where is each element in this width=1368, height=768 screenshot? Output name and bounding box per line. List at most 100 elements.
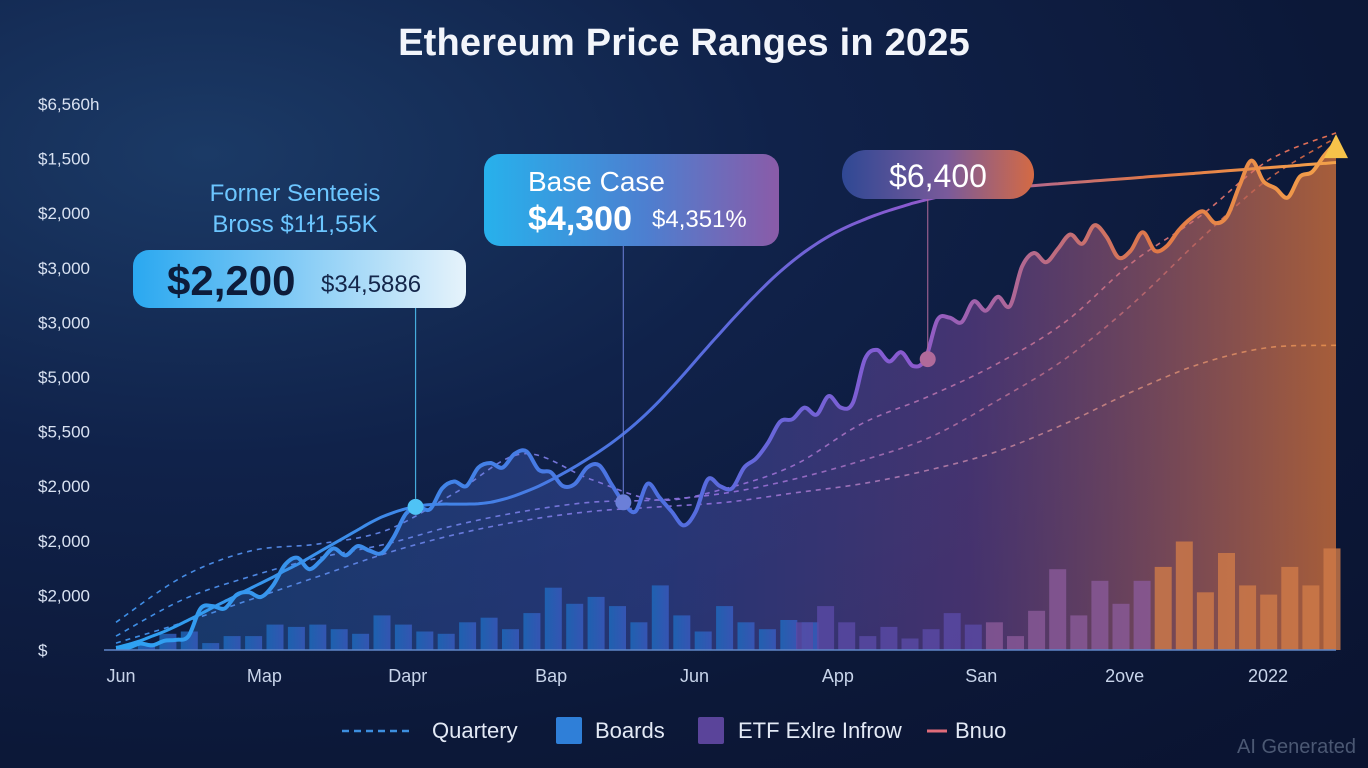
boards-bar (737, 622, 755, 650)
x-tick-label: 2ove (1105, 666, 1144, 686)
boards-bar (459, 622, 477, 650)
boards-bar (202, 643, 220, 650)
callout-left-marker (407, 498, 424, 515)
etf-inflow-bar (1239, 585, 1257, 650)
etf-inflow-bar (838, 622, 856, 650)
boards-bar (780, 620, 798, 650)
callout-left-price: $2,200 (167, 257, 296, 304)
boards-bar (245, 636, 263, 650)
boards-bar (651, 585, 669, 650)
legend-label-boards: Boards (595, 718, 665, 743)
purple-square-icon (698, 717, 724, 744)
boards-bar (309, 624, 327, 650)
x-tick-label: Jun (106, 666, 135, 686)
callout-base-case: Base Case $4,300 $4,351% (484, 154, 779, 246)
y-tick-label: $3,000 (38, 259, 90, 278)
y-tick-label: $2,000 (38, 204, 90, 223)
etf-inflow-bar (1007, 636, 1024, 650)
left-note: Forner Senteeis Bross $1ɫ1,55K (175, 178, 415, 240)
etf-inflow-bar (1028, 610, 1046, 650)
etf-inflow-bar (1133, 580, 1151, 651)
legend-item-bnuo: Bnuo (925, 714, 1006, 748)
boards-bar (352, 633, 370, 650)
x-tick-label: Bap (535, 666, 567, 686)
legend-item-etf: ETF Exlre Infrow (697, 714, 902, 748)
callout-right-marker (919, 351, 936, 368)
y-tick-label: $ (38, 641, 48, 660)
x-tick-label: Dapr (388, 666, 427, 686)
callout-left-sub: $34,5886 (321, 271, 422, 298)
legend-item-quartery: Quartery (340, 714, 518, 748)
boards-bar (544, 587, 562, 650)
etf-inflow-bar (1112, 603, 1130, 650)
boards-bar (587, 596, 605, 650)
etf-inflow-bar (1070, 615, 1088, 650)
etf-inflow-bar (985, 622, 1003, 650)
boards-bar (287, 626, 305, 650)
legend-label-bnuo: Bnuo (955, 718, 1007, 743)
watermark: AI Generated (1237, 736, 1356, 758)
etf-inflow-bar (1091, 580, 1109, 651)
boards-bar (480, 617, 498, 650)
boards-bar (566, 603, 584, 650)
boards-bar (716, 606, 734, 650)
callout-right: $6,400 (842, 150, 1034, 199)
boards-bar (394, 624, 412, 650)
callout-right-price: $6,400 (889, 158, 987, 194)
x-tick-label: 2022 (1248, 666, 1288, 686)
boards-bar (694, 631, 712, 650)
y-tick-label: $2,000 (38, 586, 90, 605)
etf-inflow-bar (964, 624, 982, 650)
boards-bar (502, 629, 519, 650)
trend-arrow-head (1324, 134, 1348, 159)
etf-inflow-bar (1218, 553, 1235, 650)
etf-inflow-bar (880, 626, 898, 650)
legend-label-quartery: Quartery (432, 718, 518, 743)
quarterly-dashed-line (115, 344, 1337, 644)
x-tick-label: App (822, 666, 854, 686)
callout-base-case-sub: $4,351% (652, 206, 747, 233)
boards-bar (180, 631, 198, 650)
etf-inflow-bar (1260, 594, 1278, 650)
etf-inflow-bar (943, 613, 961, 650)
x-tick-label: Jun (680, 666, 709, 686)
callout-base-case-price: $4,300 (528, 200, 632, 238)
x-tick-label: Map (247, 666, 282, 686)
boards-bar (523, 613, 541, 650)
etf-inflow-bar (1196, 592, 1214, 650)
y-tick-label: $3,000 (38, 313, 90, 332)
y-tick-label: $5,000 (38, 368, 90, 387)
boards-bar (630, 622, 648, 650)
legend-item-boards: Boards (555, 714, 665, 748)
boards-bar (373, 615, 391, 650)
etf-inflow-bar (1302, 585, 1320, 650)
boards-bar (330, 629, 348, 650)
left-note-line2: Bross $1ɫ1,55K (212, 211, 378, 238)
price-line (115, 140, 1338, 651)
y-tick-label: $5,500 (38, 423, 90, 442)
etf-inflow-bar (1154, 566, 1172, 650)
left-note-line1: Forner Senteeis (209, 180, 381, 207)
etf-inflow-bar (922, 629, 940, 650)
trend-line (115, 161, 1337, 650)
boards-bar (437, 633, 455, 650)
boards-bar (673, 615, 691, 650)
boards-bar (223, 636, 241, 650)
pink-line-icon (927, 729, 947, 733)
quarterly-dashed-line (115, 136, 1337, 637)
y-tick-label: $2,000 (38, 477, 90, 496)
boards-bar (416, 631, 434, 650)
etf-inflow-bar (1323, 548, 1341, 650)
etf-inflow-bar (817, 606, 835, 650)
etf-inflow-bar (901, 638, 919, 650)
boards-bar (609, 606, 626, 650)
etf-inflow-bar (859, 636, 877, 650)
y-tick-label: $1,500 (38, 150, 90, 169)
etf-inflow-bar (1281, 566, 1299, 650)
boards-bar (758, 629, 776, 650)
callout-mid-marker (615, 494, 632, 511)
etf-inflow-bar (1049, 569, 1067, 650)
x-tick-label: San (965, 666, 997, 686)
callout-base-case-title: Base Case (528, 166, 665, 197)
chart-title: Ethereum Price Ranges in 2025 (398, 22, 970, 64)
